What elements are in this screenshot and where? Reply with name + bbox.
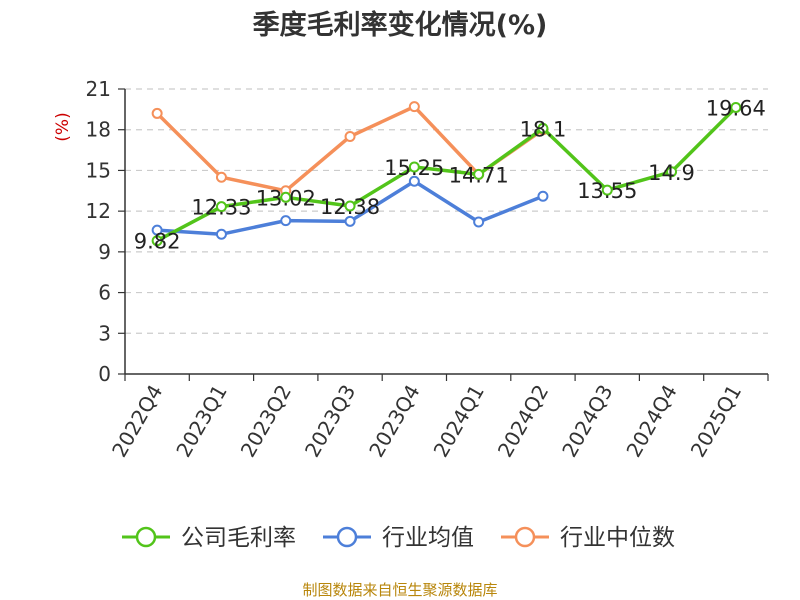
series-line bbox=[156, 106, 738, 243]
x-tick-label: 2025Q1 bbox=[686, 381, 746, 462]
x-tick-label: 2023Q1 bbox=[171, 381, 231, 462]
legend-label: 公司毛利率 bbox=[181, 525, 296, 551]
x-tick-label: 2023Q2 bbox=[236, 381, 296, 462]
data-label: 18.1 bbox=[520, 117, 567, 141]
x-tick-label: 2024Q3 bbox=[557, 381, 617, 462]
y-tick-label: 9 bbox=[98, 240, 111, 264]
y-tick-label: 15 bbox=[86, 158, 111, 182]
data-label: 13.02 bbox=[256, 186, 316, 210]
data-point bbox=[344, 131, 356, 142]
y-tick-label: 21 bbox=[86, 77, 111, 101]
legend-marker bbox=[336, 526, 358, 548]
legend-label: 行业均值 bbox=[382, 525, 474, 551]
data-label: 12.38 bbox=[320, 195, 380, 219]
y-tick-label: 18 bbox=[86, 118, 111, 142]
source-note: 制图数据来自恒生聚源数据库 bbox=[302, 581, 497, 599]
data-point bbox=[280, 215, 292, 227]
data-label: 14.9 bbox=[648, 161, 695, 185]
data-point bbox=[666, 166, 678, 178]
data-point bbox=[601, 184, 613, 196]
x-tick-label: 2024Q4 bbox=[621, 381, 681, 462]
legend-marker bbox=[514, 526, 536, 548]
data-point bbox=[408, 161, 420, 173]
data-point bbox=[151, 224, 163, 236]
data-label: 13.55 bbox=[577, 179, 637, 203]
x-tick-label: 2024Q2 bbox=[493, 381, 553, 462]
legend-item-1: 行业均值 bbox=[323, 525, 474, 551]
data-point bbox=[537, 190, 549, 202]
legend: 公司毛利率 行业均值 行业中位数 bbox=[122, 525, 675, 551]
x-tick-label: 2023Q4 bbox=[364, 381, 424, 462]
data-point bbox=[344, 200, 356, 212]
data-point bbox=[215, 201, 227, 213]
x-tick-label: 2023Q3 bbox=[300, 381, 360, 462]
data-point bbox=[730, 101, 742, 113]
data-point bbox=[151, 235, 163, 247]
data-point bbox=[151, 107, 163, 119]
data-point bbox=[344, 215, 356, 227]
axes: 0 3 6 9 12 15 18 21 2022Q4 2023Q1 2023Q2 2023Q3 2023… bbox=[86, 77, 769, 462]
data-point bbox=[537, 122, 549, 134]
data-label: 9.82 bbox=[134, 230, 181, 254]
data-label: 12.33 bbox=[191, 196, 251, 220]
data-label: 15.25 bbox=[384, 156, 444, 180]
data-point bbox=[215, 228, 227, 240]
x-tick-label: 2022Q4 bbox=[107, 381, 167, 462]
data-point bbox=[408, 175, 420, 187]
x-tick-label: 2024Q1 bbox=[429, 381, 489, 462]
legend-item-2: 行业中位数 bbox=[501, 525, 675, 551]
y-axis-unit: (%) bbox=[53, 112, 73, 141]
legend-label: 行业中位数 bbox=[560, 525, 675, 551]
data-point bbox=[473, 216, 485, 228]
series-1 bbox=[151, 175, 549, 240]
chart-title: 季度毛利率变化情况(%) bbox=[253, 9, 548, 41]
y-tick-label: 0 bbox=[98, 362, 111, 386]
data-point bbox=[408, 101, 420, 113]
y-tick-label: 3 bbox=[98, 321, 111, 345]
series-0 bbox=[151, 101, 742, 247]
data-label: 19.64 bbox=[706, 96, 766, 120]
legend-item-0: 公司毛利率 bbox=[122, 525, 296, 551]
data-point bbox=[280, 191, 292, 203]
data-point bbox=[215, 171, 227, 183]
legend-marker bbox=[135, 526, 157, 548]
y-tick-label: 12 bbox=[86, 199, 111, 223]
y-tick-label: 6 bbox=[98, 281, 111, 305]
data-point bbox=[473, 168, 485, 180]
data-label: 14.71 bbox=[449, 163, 509, 187]
series-group bbox=[151, 101, 742, 247]
